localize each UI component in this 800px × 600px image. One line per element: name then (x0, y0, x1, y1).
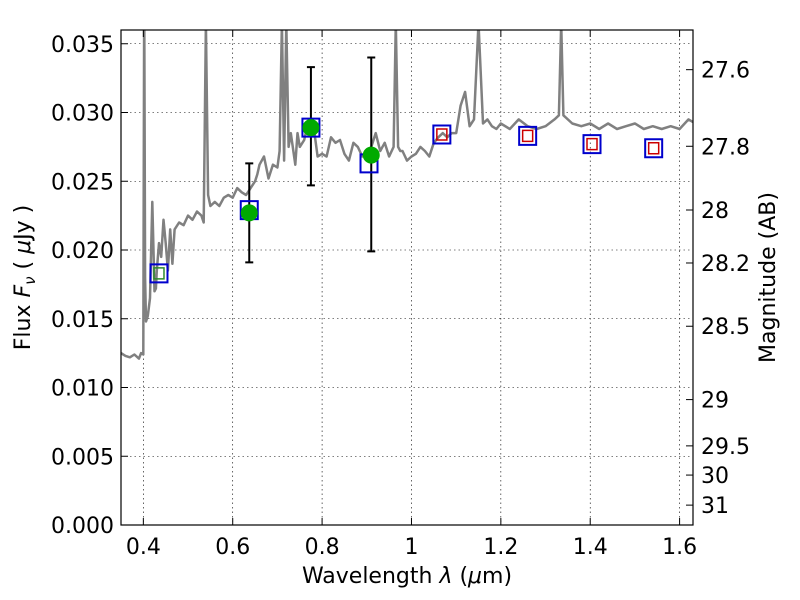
y-axis-label-mu: μ (11, 240, 36, 255)
y2-tick-labels: 27.6 27.8 28 28.2 28.5 29 29.5 30 31 (701, 59, 750, 519)
x-tick-label: 1 (404, 535, 418, 560)
observed-point (302, 119, 320, 137)
y-tick-label: 0.000 (51, 514, 114, 539)
y2-axis-label: Magnitude (AB) (756, 192, 781, 363)
model-box-marker (644, 138, 664, 159)
x-tick-label: 1.6 (662, 535, 697, 560)
x-axis-label: Wavelength λ (μm) (302, 564, 512, 589)
grid (121, 30, 693, 526)
x-tick-label: 0.4 (126, 535, 161, 560)
y2-tick-label: 31 (701, 494, 729, 519)
y2-tick-label: 28.5 (701, 315, 750, 340)
model-point (432, 124, 452, 145)
model-box-marker (149, 263, 169, 284)
y-axis-label-unit: Jy ) (11, 205, 36, 242)
model-box-marker (518, 125, 538, 146)
y-tick-label: 0.010 (51, 377, 114, 402)
x-tick-label: 0.6 (215, 535, 250, 560)
observed-point (362, 146, 380, 164)
y2-tick-label: 29.5 (701, 435, 750, 460)
plot-frame (120, 29, 694, 526)
y-tick-label: 0.035 (51, 33, 114, 58)
model-inner-marker (586, 137, 598, 151)
x-tick-labels: 0.4 0.6 0.8 1 1.2 1.4 1.6 (126, 535, 697, 560)
y2-tick-label: 27.8 (701, 135, 750, 160)
y2-tick-label: 29 (701, 389, 729, 414)
y-axis-label-subscript: ν (21, 276, 39, 284)
y-tick-label: 0.030 (51, 102, 114, 127)
model-box-series (149, 117, 664, 284)
y-tick-label: 0.025 (51, 170, 114, 195)
y-tick-labels: 0.000 0.005 0.010 0.015 0.020 0.025 0.030 0.035 (51, 33, 114, 539)
x-tick-label: 1.4 (573, 535, 608, 560)
model-point (518, 125, 538, 146)
model-inner-marker (521, 129, 534, 143)
model-inner-marker (647, 142, 660, 155)
y-tick-label: 0.020 (51, 239, 114, 264)
ticks (121, 30, 693, 526)
model-inner-marker (436, 128, 448, 141)
y-axis-label-word: Flux (11, 297, 36, 350)
x-axis-label-open: ( (452, 564, 468, 589)
x-tick-label: 1.2 (483, 535, 518, 560)
observed-point (240, 204, 258, 222)
y-axis-label: Flux Fν ( μJy ) (11, 205, 39, 350)
x-axis-label-word: Wavelength (302, 564, 440, 589)
x-tick-label: 0.8 (305, 535, 340, 560)
y-tick-label: 0.015 (51, 308, 114, 333)
model-inner-marker (153, 267, 165, 280)
y2-tick-label: 28 (701, 199, 729, 224)
model-box-marker (432, 124, 452, 145)
y2-tick-label: 28.2 (701, 252, 750, 277)
x-axis-label-unit: m) (482, 564, 512, 589)
y-tick-label: 0.005 (51, 445, 114, 470)
model-point (644, 138, 664, 159)
model-point (582, 134, 602, 155)
spectrum-series (121, 30, 693, 360)
spectrum-line (121, 30, 693, 360)
y2-tick-label: 27.6 (701, 59, 750, 84)
model-point (149, 263, 169, 284)
x-axis-label-mu: μ (467, 564, 482, 589)
y-axis-label-open: ( (11, 254, 36, 277)
y2-tick-label: 30 (701, 464, 729, 489)
y-axis-label-symbol: F (11, 284, 36, 297)
observed-series (240, 119, 380, 222)
x-axis-label-symbol: λ (438, 564, 452, 589)
model-box-marker (582, 134, 602, 155)
